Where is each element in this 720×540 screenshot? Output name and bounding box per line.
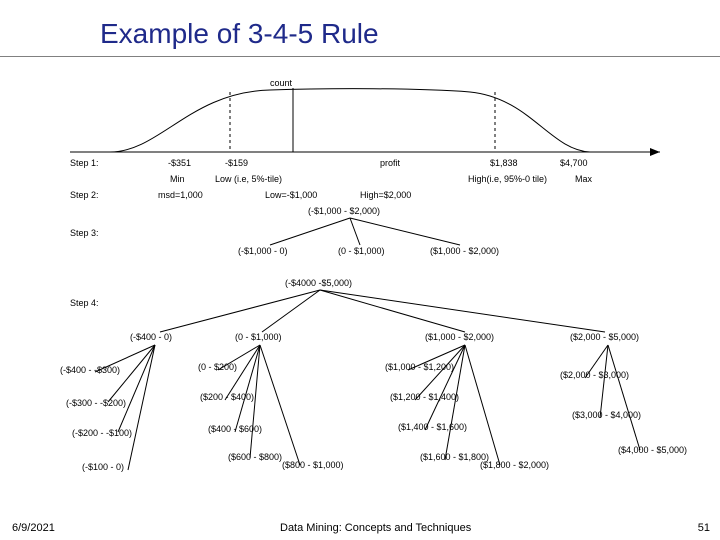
- leaf-b4: ($600 - $800): [228, 452, 282, 462]
- leaf-d1: ($2,000 - $3,000): [560, 370, 629, 380]
- leaf-a1: (-$400 - -$300): [60, 365, 120, 375]
- root-range: (-$1,000 - $2,000): [308, 206, 380, 216]
- footer-date: 6/9/2021: [12, 522, 55, 534]
- footer-caption: Data Mining: Concepts and Techniques: [280, 522, 471, 534]
- leaf-d3: ($4,000 - $5,000): [618, 445, 687, 455]
- leaf-c4: ($1,600 - $1,800): [420, 452, 489, 462]
- leaf-d2: ($3,000 - $4,000): [572, 410, 641, 420]
- l2-b: (0 - $1,000): [235, 332, 282, 342]
- leaf-a4: (-$100 - 0): [82, 462, 124, 472]
- leaf-b3: ($400 - $600): [208, 424, 262, 434]
- footer-page: 51: [698, 522, 710, 534]
- l2-a: (-$400 - 0): [130, 332, 172, 342]
- leaf-b2: ($200 - $400): [200, 392, 254, 402]
- l2-c: ($1,000 - $2,000): [425, 332, 494, 342]
- leaf-a2: (-$300 - -$200): [66, 398, 126, 408]
- leaf-c2: ($1,200 - $1,400): [390, 392, 459, 402]
- leaf-b5: ($800 - $1,000): [282, 460, 344, 470]
- leaf-a3: (-$200 - -$100): [72, 428, 132, 438]
- l2-d: ($2,000 - $5,000): [570, 332, 639, 342]
- leaf-c1: ($1,000 - $1,200): [385, 362, 454, 372]
- step4-root: (-$4000 -$5,000): [285, 278, 352, 288]
- l1-n1: (0 - $1,000): [338, 246, 385, 256]
- leaf-b1: (0 - $200): [198, 362, 237, 372]
- leaf-c5: ($1,800 - $2,000): [480, 460, 549, 470]
- l1-n2: ($1,000 - $2,000): [430, 246, 499, 256]
- l1-n0: (-$1,000 - 0): [238, 246, 288, 256]
- hierarchy-lines: [0, 0, 720, 540]
- leaf-c3: ($1,400 - $1,600): [398, 422, 467, 432]
